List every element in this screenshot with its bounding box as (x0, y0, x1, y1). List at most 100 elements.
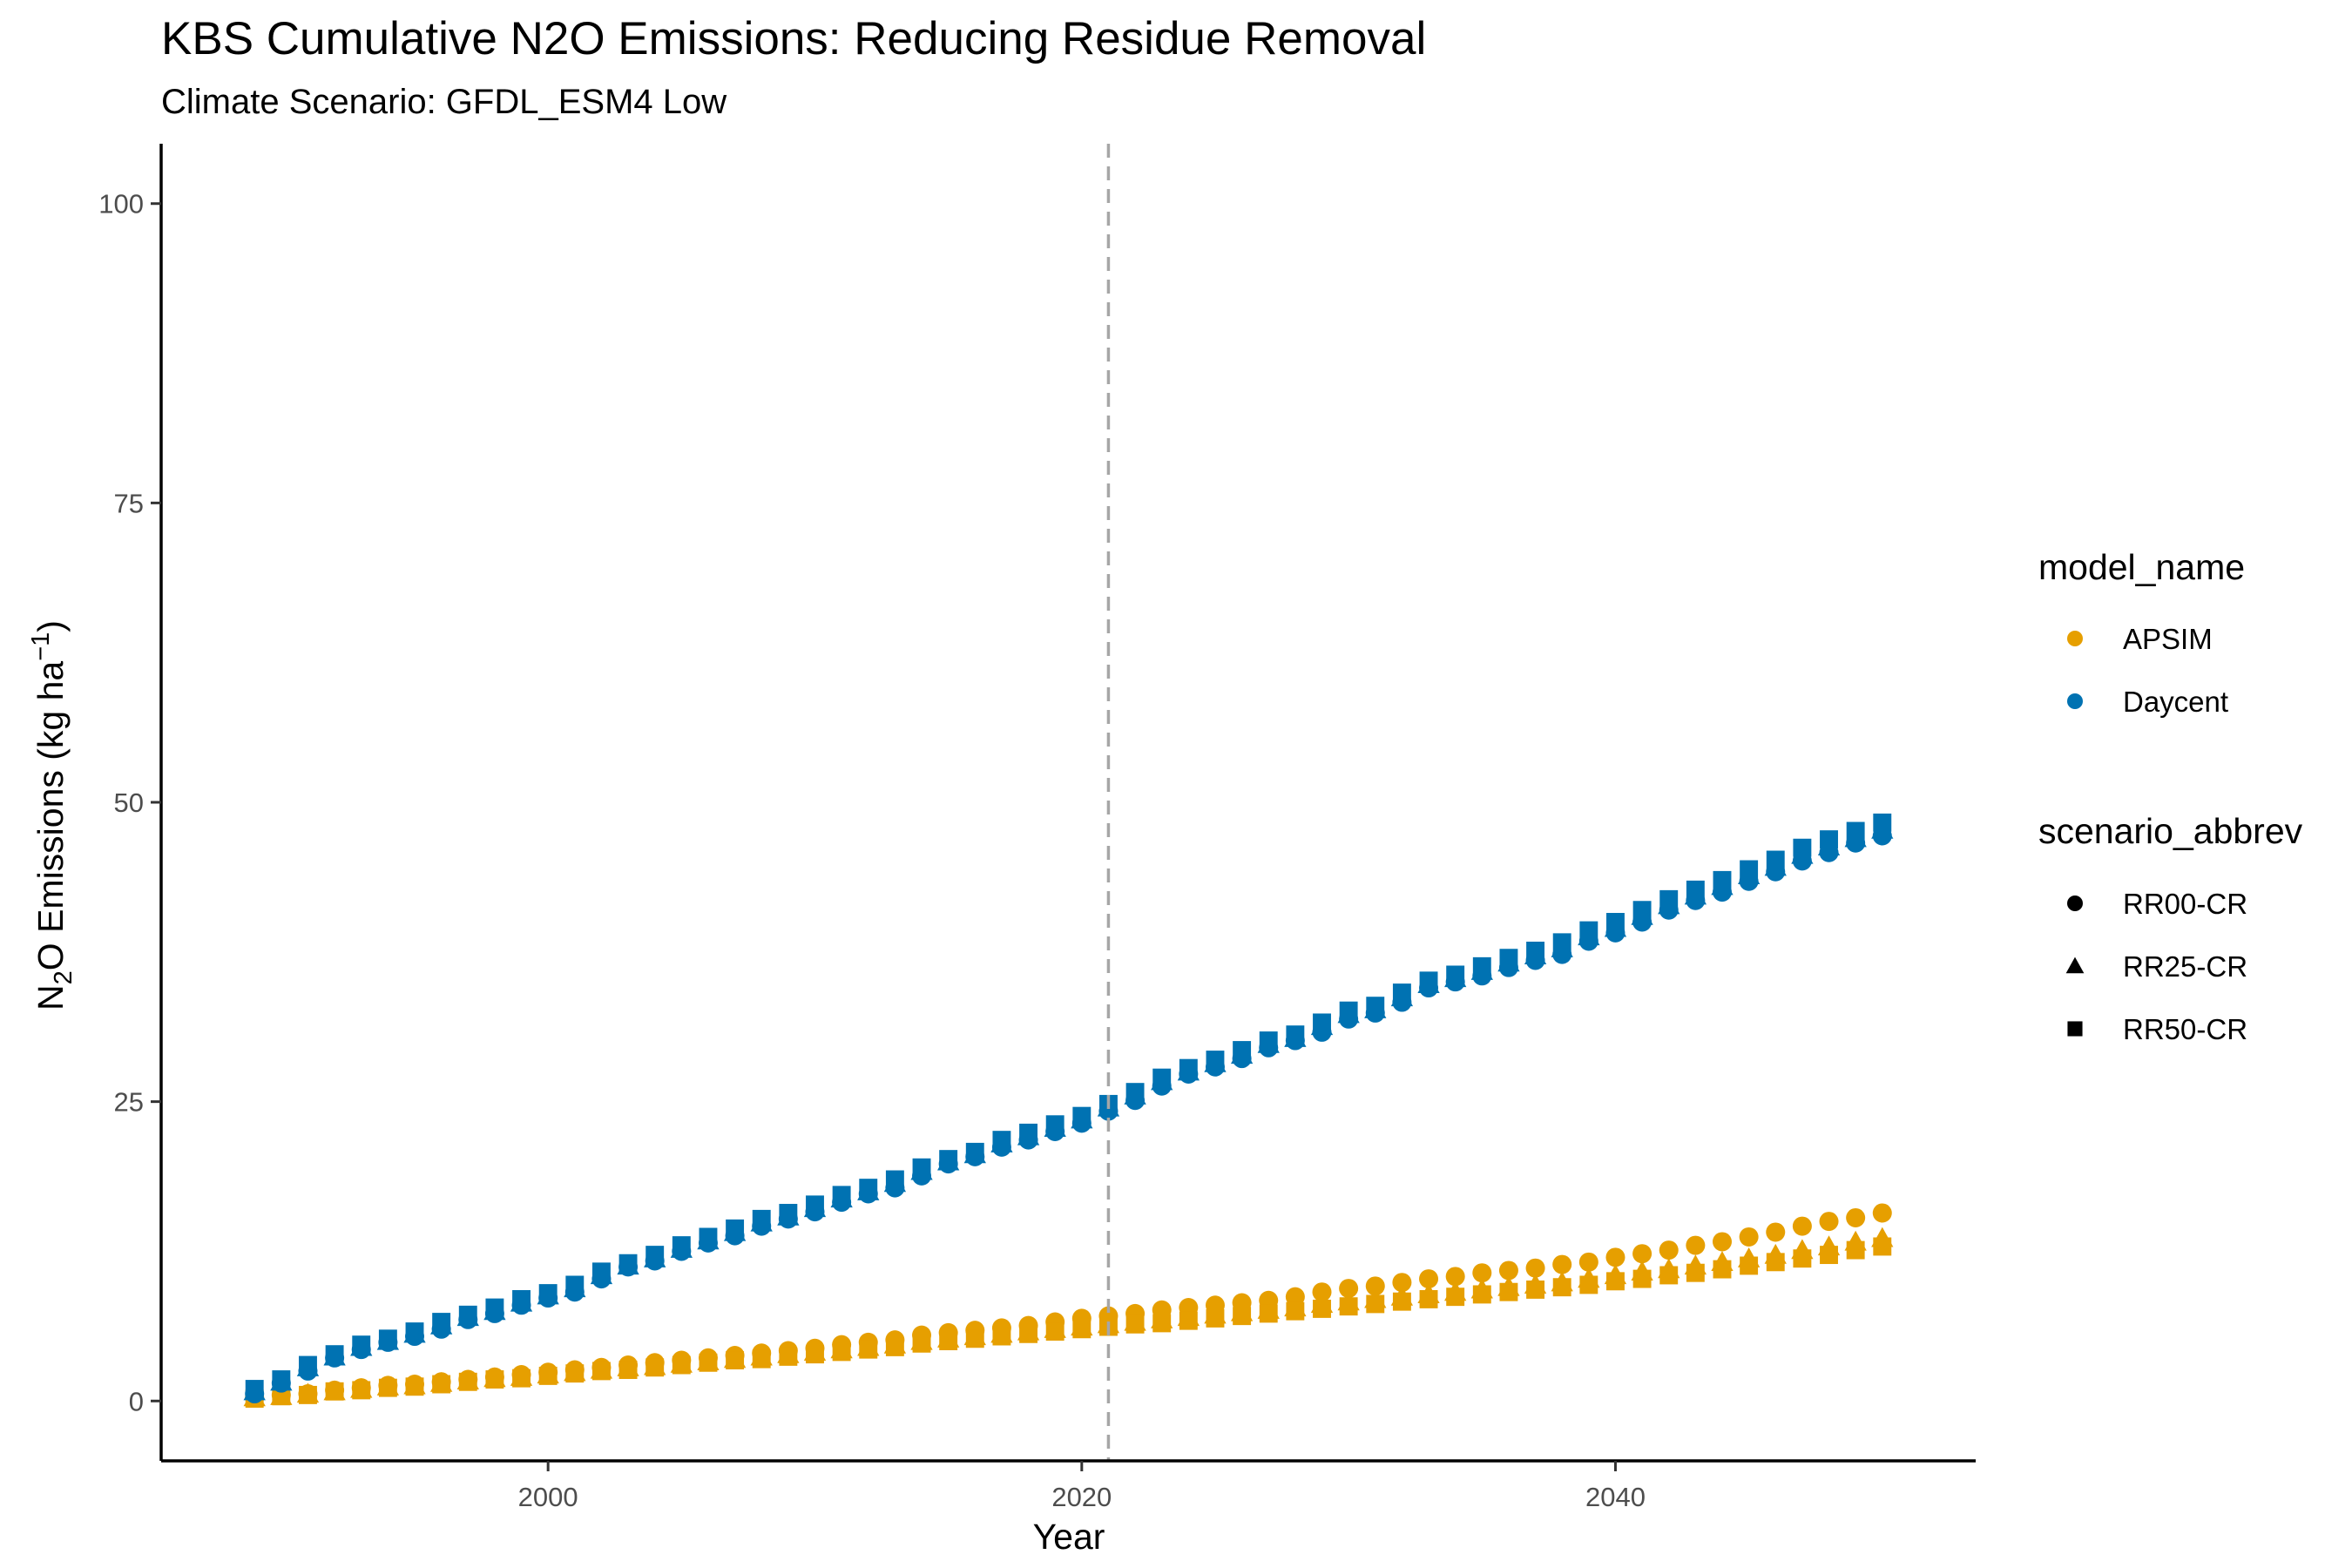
data-point-apsim-rr50-cr-2039 (1579, 1275, 1598, 1294)
data-point-daycent-rr50-cr-2045 (1740, 860, 1759, 879)
data-point-apsim-rr50-cr-2004 (645, 1358, 665, 1377)
data-point-daycent-rr50-cr-2041 (1632, 901, 1652, 920)
y-axis-ticks: 0 25 50 75 100 (98, 189, 161, 1416)
data-point-apsim-rr00-cr-2050 (1872, 1203, 1892, 1223)
data-point-apsim-rr50-cr-2035 (1472, 1285, 1491, 1304)
legend-key-apsim (2067, 631, 2083, 646)
data-point-apsim-rr00-cr-2029 (1312, 1282, 1332, 1302)
x-tick-label: 2020 (1051, 1482, 1112, 1512)
data-point-apsim-rr50-cr-2029 (1313, 1299, 1331, 1318)
data-point-apsim-rr50-cr-2042 (1659, 1266, 1679, 1285)
data-point-daycent-rr50-cr-1991 (299, 1355, 317, 1375)
data-point-apsim-rr50-cr-1998 (485, 1370, 504, 1389)
data-point-apsim-rr50-cr-2037 (1526, 1280, 1545, 1299)
data-point-daycent-rr50-cr-2012 (859, 1179, 878, 1198)
data-point-apsim-rr50-cr-2041 (1632, 1269, 1652, 1288)
data-point-apsim-rr50-cr-2043 (1686, 1263, 1705, 1282)
y-tick-label: 75 (114, 488, 144, 518)
data-point-daycent-rr50-cr-2017 (992, 1131, 1011, 1150)
data-point-apsim-rr00-cr-2040 (1605, 1247, 1625, 1267)
data-point-apsim-rr50-cr-2017 (992, 1327, 1011, 1346)
data-point-apsim-rr50-cr-2009 (779, 1347, 798, 1366)
data-point-apsim-rr00-cr-2032 (1392, 1273, 1412, 1293)
data-point-daycent-rr50-cr-1992 (325, 1345, 344, 1364)
data-point-apsim-rr00-cr-2038 (1552, 1254, 1572, 1274)
data-point-apsim-rr50-cr-2046 (1766, 1253, 1785, 1272)
data-point-apsim-rr00-cr-2039 (1578, 1252, 1598, 1272)
data-point-daycent-rr50-cr-2034 (1446, 965, 1465, 984)
y-tick-label: 100 (98, 189, 144, 220)
data-point-apsim-rr50-cr-2023 (1152, 1314, 1172, 1333)
data-point-apsim-rr00-cr-2031 (1365, 1276, 1385, 1296)
data-point-daycent-rr50-cr-2047 (1793, 838, 1812, 857)
data-point-daycent-rr50-cr-1994 (378, 1329, 397, 1348)
data-point-apsim-rr50-cr-2007 (726, 1351, 745, 1369)
legend-shape-items: RR00-CR RR25-CR RR50-CR (2065, 888, 2247, 1045)
data-point-apsim-rr50-cr-2020 (1072, 1320, 1092, 1339)
data-point-apsim-rr50-cr-2016 (965, 1329, 984, 1348)
legend-label-rr00-cr: RR00-CR (2123, 888, 2247, 920)
chart-title: KBS Cumulative N2O Emissions: Reducing R… (161, 13, 1426, 64)
data-point-daycent-rr50-cr-1989 (245, 1380, 264, 1398)
data-point-apsim-rr50-cr-2000 (538, 1366, 558, 1385)
data-point-apsim-rr50-cr-1995 (405, 1377, 424, 1396)
data-point-daycent-rr50-cr-2006 (699, 1227, 718, 1247)
data-point-daycent-rr50-cr-1995 (405, 1322, 424, 1341)
data-point-apsim-rr50-cr-2044 (1713, 1260, 1732, 1279)
data-point-daycent-rr50-cr-2027 (1259, 1031, 1278, 1050)
data-point-daycent-rr50-cr-2026 (1233, 1041, 1252, 1059)
data-point-daycent-rr50-cr-2018 (1019, 1123, 1038, 1142)
data-point-daycent-rr50-cr-1996 (432, 1313, 451, 1332)
data-point-apsim-rr50-cr-2033 (1419, 1289, 1438, 1308)
data-point-apsim-rr50-cr-1993 (352, 1381, 371, 1400)
data-point-apsim-rr50-cr-2013 (885, 1337, 904, 1356)
data-point-daycent-rr50-cr-2050 (1873, 813, 1892, 832)
data-point-apsim-rr00-cr-2034 (1445, 1267, 1465, 1287)
data-point-daycent-rr50-cr-2042 (1659, 889, 1679, 909)
data-point-apsim-rr00-cr-2037 (1525, 1258, 1545, 1278)
data-point-apsim-rr00-cr-2046 (1766, 1222, 1786, 1242)
data-point-apsim-rr50-cr-2028 (1286, 1301, 1305, 1321)
data-point-apsim-rr50-cr-2045 (1740, 1256, 1759, 1275)
legend-shape-title: scenario_abbrev (2038, 811, 2303, 851)
data-point-apsim-rr50-cr-2040 (1606, 1272, 1625, 1291)
data-point-daycent-rr50-cr-2019 (1045, 1115, 1064, 1134)
data-point-daycent-rr50-cr-2008 (752, 1209, 771, 1228)
data-point-apsim-rr50-cr-2026 (1233, 1307, 1252, 1326)
data-point-daycent-rr50-cr-2029 (1313, 1013, 1331, 1032)
data-point-daycent-rr50-cr-1998 (485, 1298, 504, 1317)
data-point-apsim-rr50-cr-2038 (1552, 1278, 1571, 1297)
data-point-daycent-rr50-cr-2025 (1206, 1051, 1225, 1069)
data-point-daycent-rr50-cr-2014 (912, 1158, 931, 1177)
data-point-daycent-rr50-cr-2020 (1072, 1106, 1092, 1125)
data-point-apsim-rr50-cr-2012 (859, 1340, 878, 1359)
data-point-apsim-rr50-cr-2002 (591, 1362, 611, 1381)
data-point-apsim-rr50-cr-2049 (1846, 1240, 1865, 1260)
data-point-apsim-rr00-cr-2047 (1792, 1216, 1812, 1236)
data-point-daycent-rr50-cr-2009 (779, 1204, 798, 1222)
data-point-daycent-rr50-cr-1990 (272, 1370, 291, 1389)
data-point-apsim-rr00-cr-2042 (1659, 1240, 1679, 1260)
data-point-apsim-rr50-cr-2001 (565, 1364, 585, 1383)
data-point-daycent-rr50-cr-1997 (458, 1305, 477, 1324)
data-point-apsim-rr50-cr-2047 (1793, 1249, 1812, 1268)
data-point-apsim-rr50-cr-2006 (699, 1353, 718, 1372)
data-point-daycent-rr50-cr-1999 (512, 1289, 531, 1308)
data-point-daycent-rr50-cr-2016 (965, 1142, 984, 1161)
chart-subtitle: Climate Scenario: GFDL_ESM4 Low (161, 83, 727, 121)
y-axis-title-superscript: −1 (27, 632, 55, 661)
data-point-daycent-rr50-cr-2003 (618, 1254, 638, 1273)
data-point-daycent-rr50-cr-2037 (1526, 941, 1545, 960)
data-point-apsim-rr50-cr-2011 (832, 1342, 851, 1362)
data-point-daycent-rr50-cr-2028 (1286, 1025, 1305, 1044)
y-axis-title-n: N (30, 984, 71, 1010)
legend-key-daycent (2067, 693, 2083, 709)
data-point-daycent-rr50-cr-2015 (939, 1150, 958, 1169)
data-point-daycent-rr50-cr-2001 (565, 1275, 585, 1294)
data-point-daycent-rr50-cr-2049 (1846, 821, 1865, 841)
data-point-apsim-rr00-cr-2045 (1739, 1227, 1759, 1247)
data-point-daycent-rr50-cr-2000 (538, 1284, 558, 1303)
data-point-apsim-rr50-cr-2003 (618, 1361, 638, 1379)
data-point-apsim-rr00-cr-2041 (1632, 1244, 1652, 1264)
